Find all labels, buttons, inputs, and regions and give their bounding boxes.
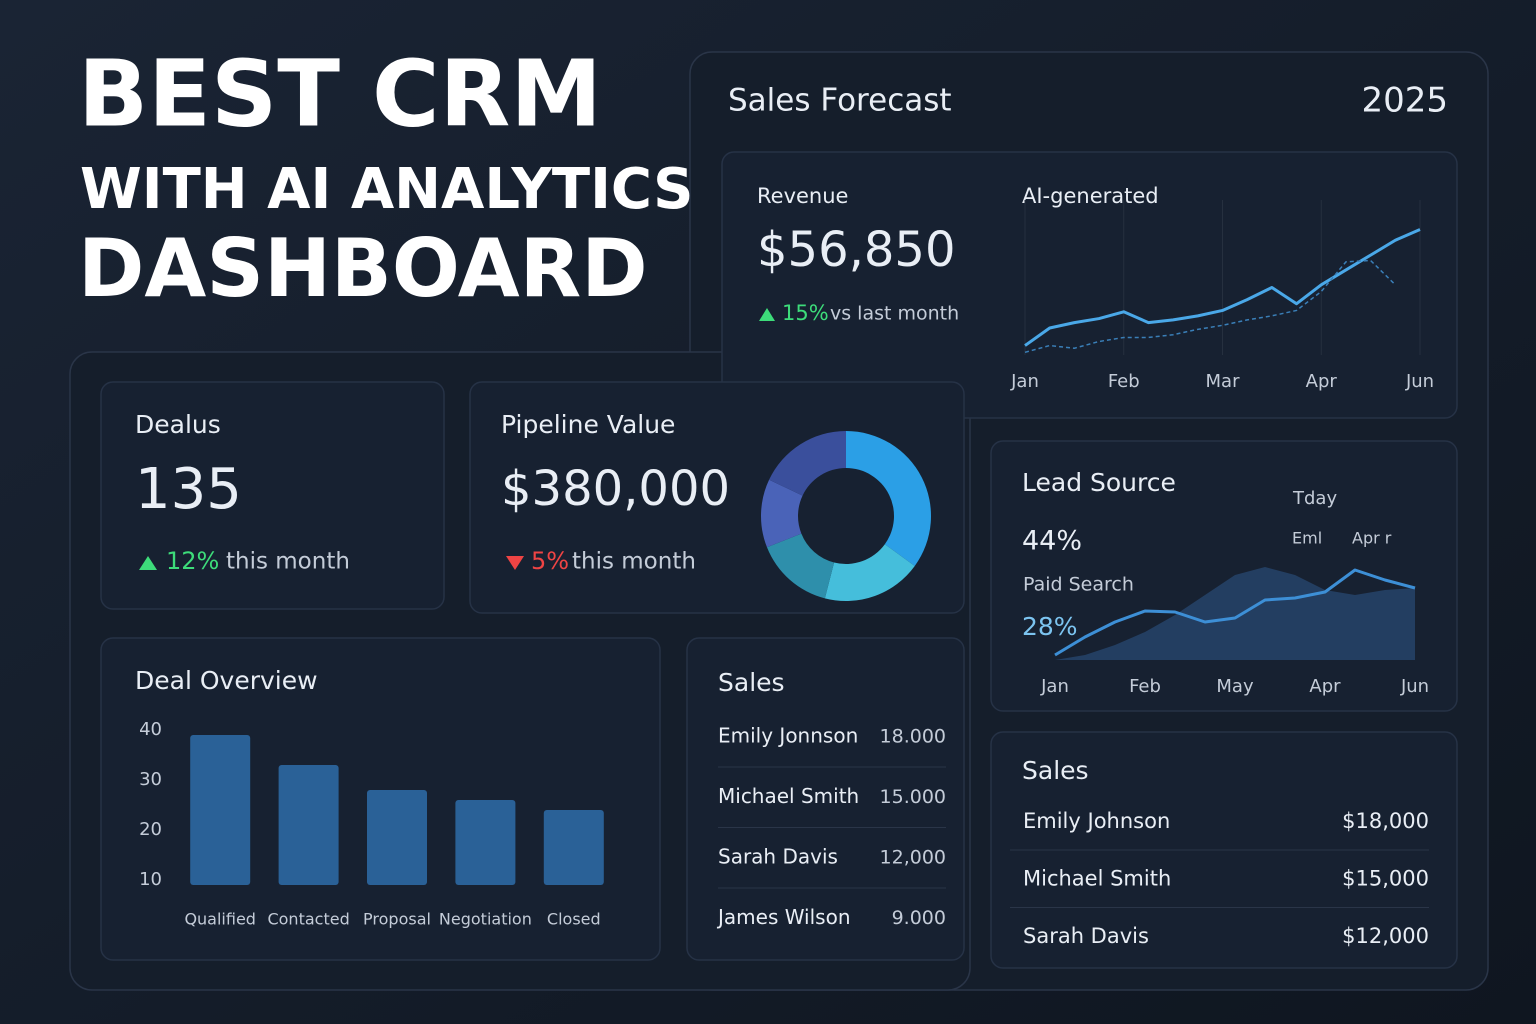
title-line: DASHBOARD bbox=[78, 222, 648, 315]
tag: Apr r bbox=[1352, 529, 1392, 548]
metric: 135 bbox=[135, 457, 242, 522]
amount-cell: $15,000 bbox=[1342, 867, 1429, 891]
x-tick-label: May bbox=[1216, 676, 1254, 697]
year: 2025 bbox=[1361, 81, 1448, 121]
panel-title: Sales Forecast bbox=[728, 83, 952, 119]
change: 12% bbox=[166, 547, 219, 575]
card bbox=[686, 637, 965, 961]
name-cell: James Wilson bbox=[716, 905, 851, 929]
up-arrow bbox=[759, 308, 775, 321]
y-tick-label: 10 bbox=[139, 869, 162, 890]
x-tick-label: Jun bbox=[1400, 676, 1429, 697]
title-line: BEST CRM bbox=[78, 40, 602, 147]
amount-cell: $12,000 bbox=[1342, 924, 1429, 948]
x-tick-label: Contacted bbox=[267, 910, 349, 929]
card-title: Dealus bbox=[135, 410, 221, 439]
y-tick-label: 30 bbox=[139, 769, 162, 790]
change-note: vs last month bbox=[830, 303, 959, 325]
down-arrow bbox=[506, 556, 524, 570]
card bbox=[100, 381, 445, 610]
line bbox=[1024, 228, 1421, 347]
donut-segment bbox=[766, 533, 835, 599]
x-tick-label: Negotiation bbox=[439, 910, 532, 929]
card-title: Pipeline Value bbox=[501, 410, 675, 439]
change: 5% bbox=[531, 547, 569, 575]
x-tick-label: Jun bbox=[1405, 371, 1434, 392]
card-title: Deal Overview bbox=[135, 666, 318, 695]
change: 15% bbox=[782, 301, 829, 325]
card bbox=[721, 151, 1458, 419]
card-title: Lead Source bbox=[1022, 468, 1176, 497]
tag: Tday bbox=[1292, 488, 1337, 509]
donut-segment bbox=[760, 479, 803, 548]
label: Revenue bbox=[757, 184, 848, 208]
title-line: WITH AI ANALYTICS bbox=[80, 157, 693, 222]
x-tick-label: Qualified bbox=[184, 910, 256, 929]
x-tick-label: Feb bbox=[1129, 676, 1161, 697]
change-note: this month bbox=[572, 549, 696, 575]
name-cell: Michael Smith bbox=[1023, 867, 1171, 891]
label: Paid Search bbox=[1023, 574, 1134, 596]
amount-cell: 18.000 bbox=[880, 726, 946, 748]
bar bbox=[190, 735, 251, 885]
name-cell: Michael Smith bbox=[718, 784, 859, 808]
metric: 28% bbox=[1022, 612, 1078, 641]
name-cell: Emily Jonnson bbox=[718, 724, 858, 748]
amount-cell: $18,000 bbox=[1342, 809, 1429, 833]
change-note: this month bbox=[226, 549, 350, 575]
label: AI-generated bbox=[1022, 184, 1159, 208]
x-tick-label: Apr bbox=[1306, 371, 1338, 392]
x-tick-label: Feb bbox=[1108, 371, 1140, 392]
card-title: Sales bbox=[1022, 756, 1089, 785]
bar bbox=[543, 810, 604, 885]
bar bbox=[455, 800, 516, 885]
name-cell: Sarah Davis bbox=[1023, 924, 1149, 948]
donut-segment bbox=[769, 431, 846, 496]
amount-cell: 15.000 bbox=[880, 786, 946, 808]
y-tick-label: 20 bbox=[139, 819, 162, 840]
x-tick-label: Mar bbox=[1206, 371, 1241, 392]
donut-segment bbox=[824, 544, 915, 601]
name-cell: Emily Johnson bbox=[1023, 809, 1170, 833]
line bbox=[1024, 259, 1396, 354]
name-cell: Sarah Davis bbox=[718, 845, 838, 869]
x-tick-label: Closed bbox=[547, 910, 601, 929]
y-tick-label: 40 bbox=[139, 719, 162, 740]
bar bbox=[367, 790, 427, 885]
bar bbox=[278, 765, 339, 885]
up-arrow bbox=[139, 556, 157, 570]
metric: $380,000 bbox=[501, 461, 730, 517]
tag: Eml bbox=[1292, 529, 1322, 548]
x-tick-label: Jan bbox=[1010, 371, 1039, 392]
x-tick-label: Jan bbox=[1040, 676, 1069, 697]
card-title: Sales bbox=[718, 668, 785, 697]
x-tick-label: Apr bbox=[1309, 676, 1341, 697]
metric: 44% bbox=[1022, 526, 1082, 557]
donut-segment bbox=[846, 431, 931, 566]
metric: $56,850 bbox=[757, 222, 956, 278]
line bbox=[1054, 568, 1416, 657]
amount-cell: 9.000 bbox=[892, 907, 946, 929]
x-tick-label: Proposal bbox=[363, 910, 431, 929]
amount-cell: 12,000 bbox=[880, 847, 946, 869]
